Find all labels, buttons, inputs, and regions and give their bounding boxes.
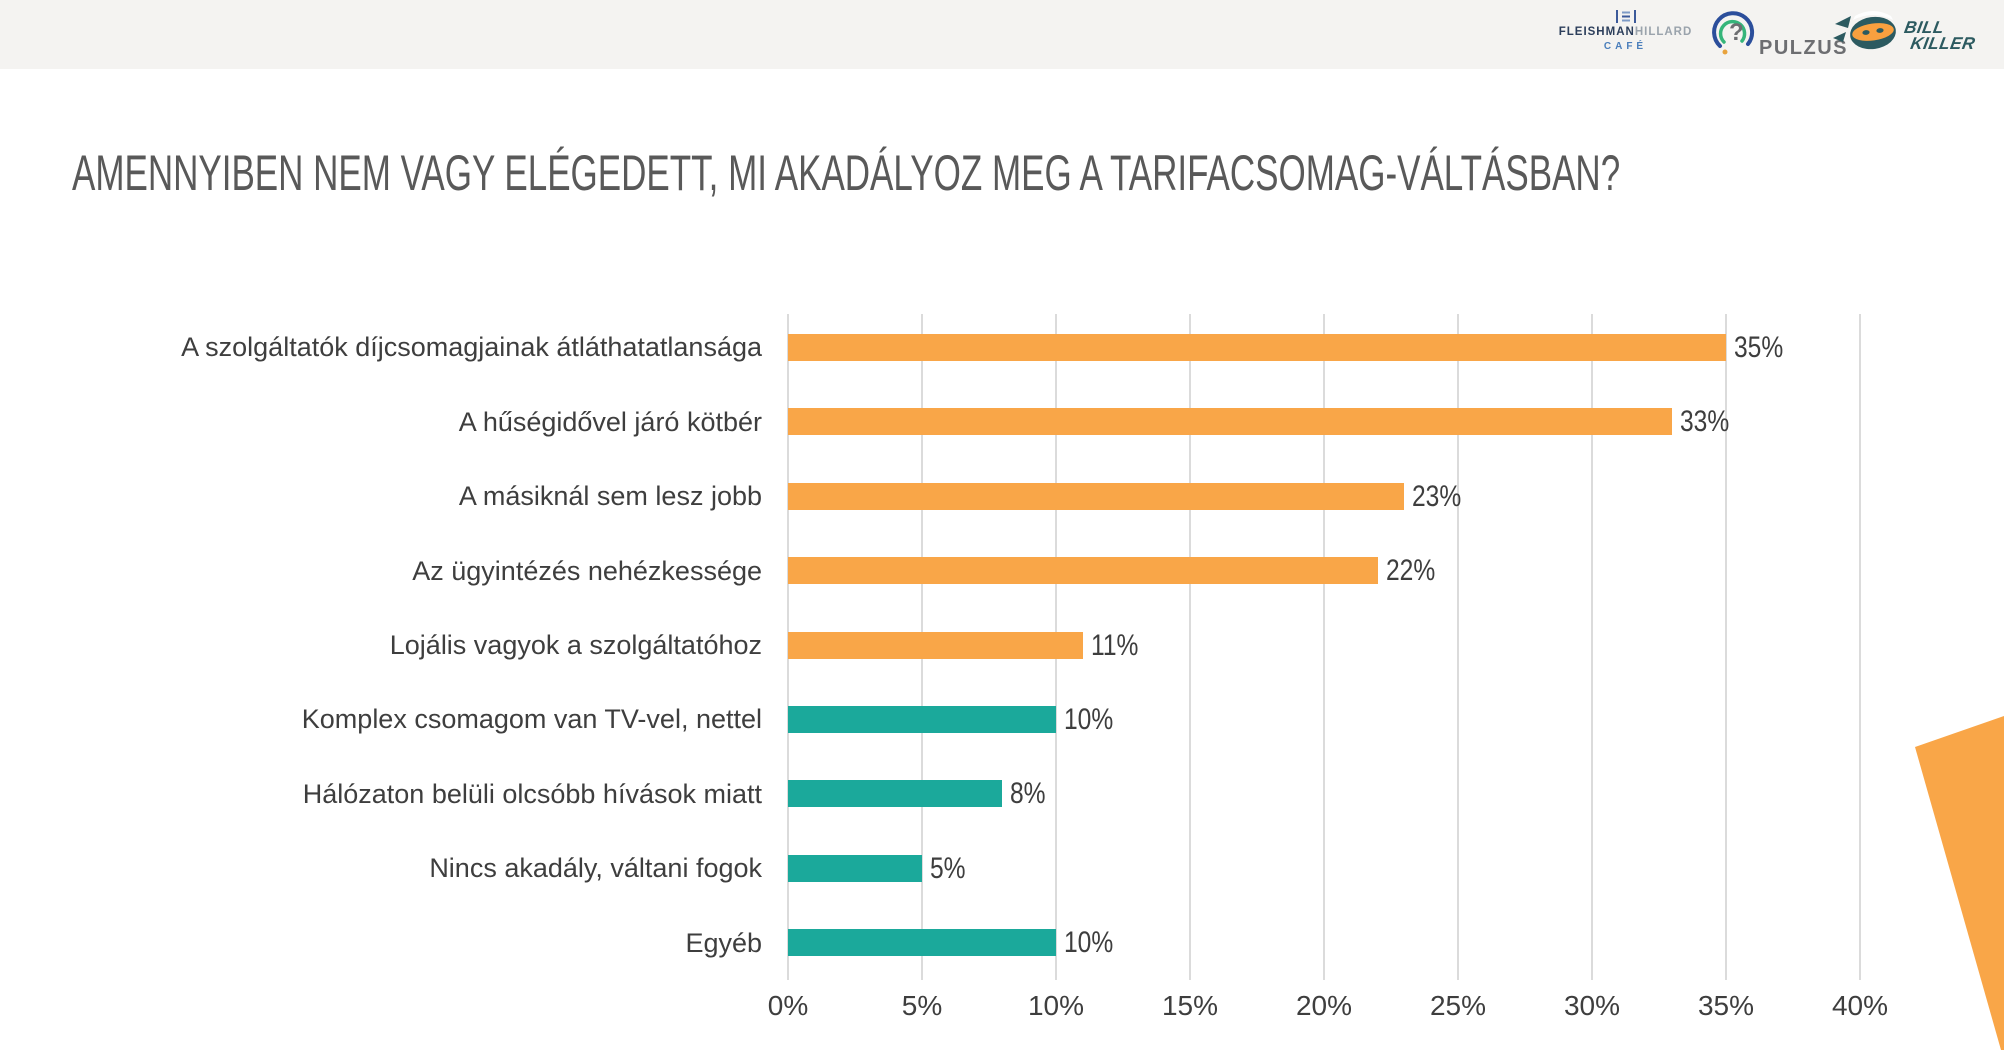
x-axis-tick-label: 0% <box>767 990 809 1021</box>
gridline <box>1323 314 1325 980</box>
category-label: A hűségidővel járó kötbér <box>458 406 762 437</box>
bar-value-label: 11% <box>1090 628 1139 662</box>
x-axis-tick-label: 20% <box>1295 990 1353 1021</box>
x-axis-tick-label: 15% <box>1161 990 1219 1021</box>
fleishmanhillard-icon <box>1538 9 1713 24</box>
bar <box>788 557 1378 585</box>
bar-value-label: 5% <box>930 851 966 885</box>
header-band: FLEISHMANHILLARD CAFÉ ? PULZUS <box>0 0 2004 69</box>
bar <box>788 929 1056 957</box>
corner-wedge-shape <box>1915 716 2004 1050</box>
bar <box>788 333 1726 361</box>
billkiller-wordmark: BILL KILLER <box>1900 18 1979 53</box>
x-axis: 0% 5% 10% 15% 20% 25% 30% 35% 40% <box>768 990 1888 1032</box>
fleishmanhillard-cafe-label: CAFÉ <box>1603 41 1648 52</box>
bar-value-label: 35% <box>1734 330 1784 364</box>
category-label: Egyéb <box>685 927 762 958</box>
x-axis-tick-label: 5% <box>901 990 943 1021</box>
billkiller-logo: BILL KILLER <box>1833 8 1979 63</box>
billkiller-ninja-icon <box>1833 8 1899 63</box>
category-label: Az ügyintézés nehézkessége <box>412 555 762 586</box>
gridline <box>1457 314 1459 980</box>
fleishmanhillard-name-strong: FLEISHMAN <box>1558 26 1635 38</box>
page-title: AMENNYIBEN NEM VAGY ELÉGEDETT, MI AKADÁL… <box>72 144 1621 201</box>
category-label: Komplex csomagom van TV-vel, nettel <box>301 704 762 735</box>
fleishmanhillard-name-light: HILLARD <box>1634 26 1693 38</box>
gridline <box>1189 314 1191 980</box>
bar-value-label: 8% <box>1010 777 1046 811</box>
gridline <box>1859 314 1861 980</box>
plot-area: 35% 33% 23% 22% 11% 10% 8% 5% 10% <box>787 310 1861 980</box>
corner-wedge-decoration <box>1915 716 2004 1050</box>
category-label: Hálózaton belüli olcsóbb hívások miatt <box>302 778 762 809</box>
x-axis-tick-label: 35% <box>1697 990 1755 1021</box>
billkiller-line2: KILLER <box>1909 33 1977 53</box>
bar-value-label: 22% <box>1385 554 1435 588</box>
pulzus-wordmark: PULZUS <box>1759 37 1848 59</box>
gridline <box>1725 314 1727 980</box>
x-axis-tick-label: 25% <box>1429 990 1487 1021</box>
x-axis-tick-label: 30% <box>1563 990 1621 1021</box>
bar-value-label: 23% <box>1412 479 1462 513</box>
category-label: Nincs akadály, váltani fogok <box>429 853 762 884</box>
bar <box>788 705 1056 733</box>
bar <box>788 408 1673 436</box>
pulzus-icon: ? <box>1712 10 1758 62</box>
category-label: A másiknál sem lesz jobb <box>458 481 762 512</box>
bar-value-label: 10% <box>1064 702 1114 736</box>
bar-value-label: 33% <box>1680 405 1730 439</box>
fleishmanhillard-logo: FLEISHMANHILLARD CAFÉ <box>1538 9 1713 52</box>
svg-text:?: ? <box>1729 19 1744 46</box>
bar <box>788 780 1003 808</box>
category-label: Lojális vagyok a szolgáltatóhoz <box>389 630 762 660</box>
gridline <box>1591 314 1593 980</box>
x-axis-tick-label: 40% <box>1831 990 1889 1021</box>
fleishmanhillard-name: FLEISHMANHILLARD <box>1538 26 1713 38</box>
bar <box>788 631 1083 659</box>
x-axis-tick-label: 10% <box>1027 990 1085 1021</box>
bar <box>788 482 1405 510</box>
bar-value-label: 10% <box>1064 926 1114 960</box>
category-label: A szolgáltatók díjcsomagjainak átláthata… <box>181 332 762 363</box>
bar <box>788 854 922 882</box>
category-labels: A szolgáltatók díjcsomagjainak átláthata… <box>0 310 762 980</box>
pulzus-logo: ? PULZUS <box>1712 10 1848 62</box>
